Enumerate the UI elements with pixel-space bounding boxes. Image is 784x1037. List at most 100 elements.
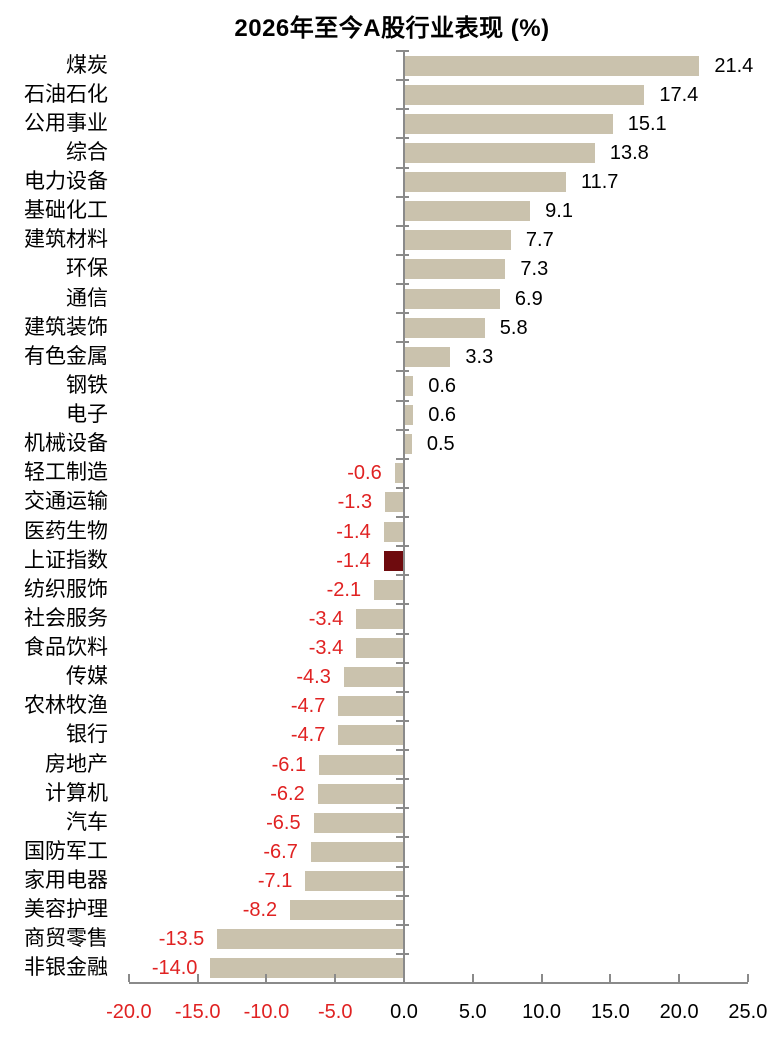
y-axis-tick xyxy=(396,749,409,751)
x-axis-tick-label: 0.0 xyxy=(390,1001,418,1023)
bar xyxy=(405,113,613,134)
value-label: 6.9 xyxy=(514,287,543,310)
y-axis-tick xyxy=(396,690,409,693)
x-axis-tick xyxy=(196,974,199,982)
bar xyxy=(405,434,412,455)
y-axis-tick xyxy=(396,807,409,810)
category-label: 医药生物 xyxy=(24,519,108,543)
category-label: 家用电器 xyxy=(24,869,108,893)
category-label: 公用事业 xyxy=(24,111,108,135)
value-label: 7.7 xyxy=(525,229,554,252)
x-axis-tick-label: 20.0 xyxy=(659,1001,699,1023)
x-axis-tick-label: -15.0 xyxy=(174,1001,221,1023)
bar xyxy=(405,84,645,105)
value-label: -14.0 xyxy=(151,957,198,980)
value-label: 3.3 xyxy=(465,345,494,368)
bar xyxy=(385,492,403,513)
value-label: 5.8 xyxy=(499,316,528,339)
x-axis-tick-label: 15.0 xyxy=(590,1001,630,1023)
value-label: -1.3 xyxy=(337,491,373,514)
x-axis-tick-label: -5.0 xyxy=(317,1001,353,1023)
category-label: 计算机 xyxy=(45,781,108,805)
y-axis-tick xyxy=(396,370,409,373)
value-label: 0.6 xyxy=(428,374,457,397)
y-axis-tick xyxy=(396,836,409,839)
x-axis-tick-label: 25.0 xyxy=(728,1001,768,1023)
y-axis-tick xyxy=(396,312,409,315)
category-label: 银行 xyxy=(66,723,108,747)
bar xyxy=(343,667,403,688)
bar xyxy=(210,958,403,979)
bar xyxy=(405,55,700,76)
y-axis-tick xyxy=(396,545,409,548)
x-axis-tick-label: -20.0 xyxy=(106,1001,152,1023)
category-label: 纺织服饰 xyxy=(24,577,108,601)
value-label: 17.4 xyxy=(659,83,699,106)
y-axis-tick xyxy=(396,865,409,868)
y-axis-tick xyxy=(396,457,409,460)
bar xyxy=(405,201,531,222)
category-label: 环保 xyxy=(66,257,108,281)
y-axis-tick xyxy=(396,195,409,198)
value-label: -2.1 xyxy=(326,578,362,601)
y-axis-tick xyxy=(396,632,409,635)
value-label: 21.4 xyxy=(714,54,754,77)
category-label: 食品饮料 xyxy=(24,636,108,660)
bar xyxy=(217,929,403,950)
value-label: -4.7 xyxy=(290,724,326,747)
bar xyxy=(338,696,403,717)
category-label: 非银金融 xyxy=(24,956,108,980)
bar xyxy=(319,754,403,775)
y-axis-tick xyxy=(396,719,409,722)
value-label: 11.7 xyxy=(580,171,619,194)
value-label: -1.4 xyxy=(336,520,371,543)
x-axis-tick xyxy=(403,974,405,982)
value-label: -3.4 xyxy=(308,637,344,660)
y-axis-tick xyxy=(396,137,409,140)
value-label: -4.7 xyxy=(290,695,326,718)
bar xyxy=(405,405,414,426)
value-label: -4.3 xyxy=(296,666,331,689)
bar xyxy=(338,725,403,746)
value-label: -3.4 xyxy=(308,607,344,630)
x-axis-tick xyxy=(609,974,612,982)
y-axis-tick xyxy=(396,661,409,664)
category-label: 石油石化 xyxy=(24,82,108,106)
y-axis-tick xyxy=(396,341,409,344)
bar xyxy=(405,375,414,396)
x-axis-tick-label: 5.0 xyxy=(458,1001,487,1023)
value-label: -6.2 xyxy=(270,782,305,805)
category-label: 传媒 xyxy=(66,665,108,689)
value-label: -7.1 xyxy=(257,870,293,893)
category-label: 建筑材料 xyxy=(24,228,108,252)
value-label: 13.8 xyxy=(609,141,649,164)
category-label: 商贸零售 xyxy=(24,927,108,951)
bar xyxy=(374,579,403,600)
category-label: 基础化工 xyxy=(24,199,108,223)
bar xyxy=(405,142,595,163)
y-axis-tick xyxy=(396,50,409,52)
category-label: 煤炭 xyxy=(66,53,108,77)
bar xyxy=(356,638,403,659)
x-axis-tick-label: -10.0 xyxy=(243,1001,290,1023)
bar xyxy=(405,288,500,309)
category-label: 房地产 xyxy=(45,752,108,776)
y-axis-tick xyxy=(396,486,409,489)
value-label: -6.7 xyxy=(263,840,298,863)
category-label: 通信 xyxy=(66,286,108,310)
x-axis-tick xyxy=(540,974,543,982)
category-label: 综合 xyxy=(66,140,108,164)
x-axis-tick xyxy=(678,974,681,982)
y-axis-tick xyxy=(396,108,409,111)
value-label: 15.1 xyxy=(627,112,667,135)
y-axis-tick xyxy=(396,778,409,781)
value-label: -1.4 xyxy=(336,549,371,572)
value-label: -6.5 xyxy=(266,811,301,834)
category-label: 钢铁 xyxy=(66,373,108,397)
bar xyxy=(405,259,506,280)
x-axis-tick xyxy=(265,974,268,982)
y-axis-tick xyxy=(396,428,409,431)
value-label: 9.1 xyxy=(545,200,573,223)
value-label: -13.5 xyxy=(158,928,205,951)
